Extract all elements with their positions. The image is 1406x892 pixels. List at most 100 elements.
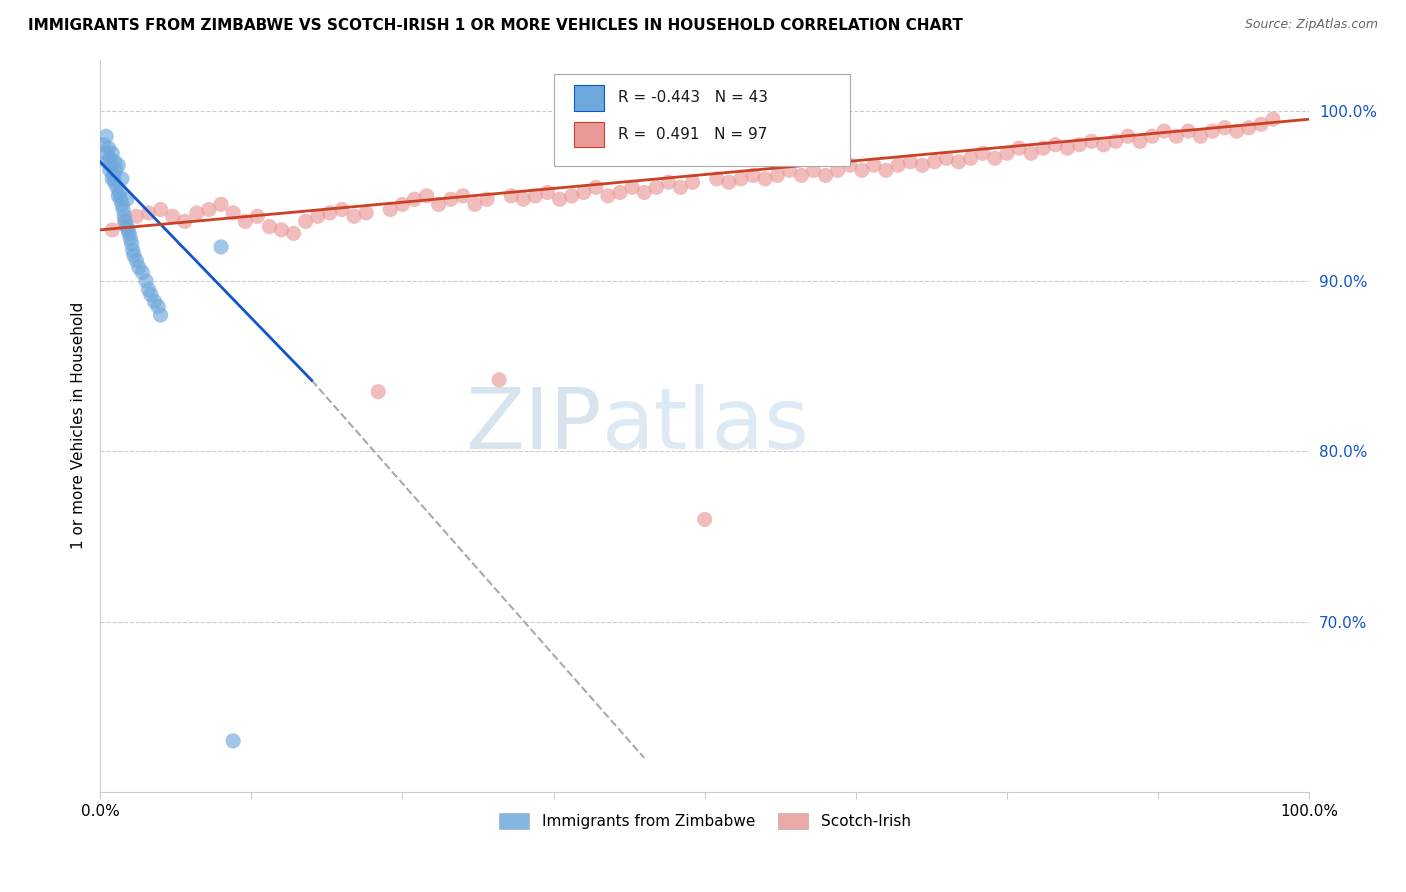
Point	[121, 236, 143, 251]
Point	[117, 223, 139, 237]
Point	[851, 163, 873, 178]
Point	[111, 171, 134, 186]
Point	[105, 180, 128, 194]
Point	[1080, 134, 1102, 148]
Point	[536, 186, 558, 200]
Point	[104, 175, 127, 189]
Point	[319, 206, 342, 220]
Point	[609, 186, 631, 200]
Point	[96, 154, 118, 169]
Point	[107, 158, 129, 172]
Point	[343, 209, 366, 223]
Point	[104, 154, 127, 169]
Point	[1226, 124, 1249, 138]
Point	[1056, 141, 1078, 155]
Point	[259, 219, 281, 234]
Y-axis label: 1 or more Vehicles in Household: 1 or more Vehicles in Household	[72, 302, 86, 549]
Text: R =  0.491   N = 97: R = 0.491 N = 97	[617, 127, 768, 142]
Legend: Immigrants from Zimbabwe, Scotch-Irish: Immigrants from Zimbabwe, Scotch-Irish	[492, 807, 917, 836]
Point	[1261, 112, 1284, 127]
Point	[186, 206, 208, 220]
Point	[104, 163, 127, 178]
Point	[488, 373, 510, 387]
Point	[766, 169, 789, 183]
Point	[149, 202, 172, 217]
Point	[1237, 120, 1260, 135]
Point	[198, 202, 221, 217]
FancyBboxPatch shape	[574, 86, 605, 111]
Point	[645, 180, 668, 194]
Point	[730, 171, 752, 186]
Point	[143, 294, 166, 309]
Point	[1045, 137, 1067, 152]
Point	[657, 175, 679, 189]
Point	[875, 163, 897, 178]
Point	[972, 146, 994, 161]
Point	[149, 308, 172, 322]
Point	[122, 248, 145, 262]
Point	[1019, 146, 1042, 161]
Point	[585, 180, 607, 194]
Point	[162, 209, 184, 223]
Point	[222, 734, 245, 748]
Point	[682, 175, 704, 189]
Point	[391, 197, 413, 211]
Point	[924, 154, 946, 169]
Point	[561, 189, 583, 203]
Point	[101, 171, 124, 186]
Point	[118, 227, 141, 241]
Point	[107, 189, 129, 203]
FancyBboxPatch shape	[554, 74, 849, 166]
Point	[100, 158, 122, 172]
Point	[1201, 124, 1223, 138]
Point	[1177, 124, 1199, 138]
Point	[135, 274, 157, 288]
Point	[209, 240, 232, 254]
Point	[1250, 117, 1272, 131]
Point	[898, 154, 921, 169]
Point	[887, 158, 910, 172]
Point	[101, 146, 124, 161]
Point	[524, 189, 547, 203]
Point	[1032, 141, 1054, 155]
Point	[330, 202, 353, 217]
Point	[790, 169, 813, 183]
Point	[948, 154, 970, 169]
Point	[294, 214, 316, 228]
Point	[984, 152, 1007, 166]
Point	[959, 152, 981, 166]
Point	[1092, 137, 1115, 152]
Point	[270, 223, 292, 237]
Point	[233, 214, 256, 228]
Point	[138, 206, 160, 220]
Point	[1153, 124, 1175, 138]
Point	[838, 158, 860, 172]
Point	[935, 152, 957, 166]
Point	[380, 202, 402, 217]
Point	[138, 283, 160, 297]
FancyBboxPatch shape	[574, 122, 605, 147]
Point	[693, 512, 716, 526]
Point	[128, 260, 150, 275]
Point	[415, 189, 437, 203]
Point	[1105, 134, 1128, 148]
Point	[121, 244, 143, 258]
Text: IMMIGRANTS FROM ZIMBABWE VS SCOTCH-IRISH 1 OR MORE VEHICLES IN HOUSEHOLD CORRELA: IMMIGRANTS FROM ZIMBABWE VS SCOTCH-IRISH…	[28, 18, 963, 33]
Point	[209, 197, 232, 211]
Point	[110, 192, 132, 206]
Point	[1166, 129, 1188, 144]
Point	[827, 163, 849, 178]
Point	[139, 287, 162, 301]
Point	[404, 192, 426, 206]
Point	[995, 146, 1018, 161]
Point	[103, 169, 125, 183]
Text: R = -0.443   N = 43: R = -0.443 N = 43	[617, 90, 768, 105]
Point	[1008, 141, 1031, 155]
Point	[548, 192, 571, 206]
Point	[96, 146, 118, 161]
Point	[112, 202, 135, 217]
Point	[754, 171, 776, 186]
Text: Source: ZipAtlas.com: Source: ZipAtlas.com	[1244, 18, 1378, 31]
Point	[621, 180, 644, 194]
Point	[114, 214, 136, 228]
